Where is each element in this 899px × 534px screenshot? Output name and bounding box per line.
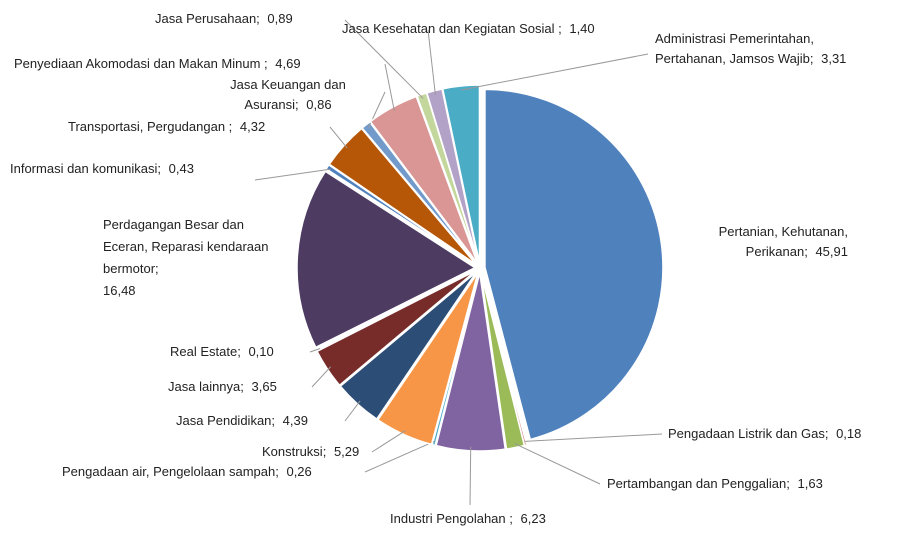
leader-line [427,29,436,95]
label-text: Jasa lainnya; [168,379,244,394]
label-text: 1,63 [797,476,823,491]
label-text: 16,48 [103,283,136,298]
leader-line [311,366,332,388]
label-text: 3,31 [821,51,847,66]
pie-slice [296,170,477,349]
pie-slice [480,272,526,450]
label-text: 6,23 [520,511,546,526]
slice-label: Jasa Kesehatan dan Kegiatan Sosial ; 1,4… [342,19,642,39]
slice-label: Pengadaan Listrik dan Gas; 0,18 [668,424,898,444]
label-text: Pertambangan dan Penggalian; [607,476,790,491]
label-text: 3,65 [251,379,277,394]
slice-label: Informasi dan komunikasi; 0,43 [10,159,250,179]
label-text: 4,39 [282,413,308,428]
label-text: Pertanian, Kehutanan, Perikanan; [718,224,848,259]
slice-label: Real Estate; 0,10 [170,342,310,362]
label-text: Konstruksi; [262,444,327,459]
leader-line [371,430,406,453]
label-text: Jasa Pendidikan; [176,413,276,428]
leader-line [384,63,395,111]
label-text: 1,40 [569,21,595,36]
label-text: 0,10 [248,344,274,359]
pie-slice [361,120,478,265]
label-text: 4,69 [275,56,301,71]
label-text: Pengadaan Listrik dan Gas; [668,426,829,441]
pie-slice [328,127,477,266]
slice-label: Perdagangan Besar dan Eceran, Reparasi k… [103,214,283,302]
slice-label: Pertanian, Kehutanan, Perikanan; 45,91 [668,222,848,262]
slice-label: Jasa lainnya; 3,65 [168,377,313,397]
leader-line [309,348,321,353]
slice-label: Industri Pengolahan ; 6,23 [390,509,590,529]
label-text: Real Estate; [170,344,241,359]
label-text: Jasa Keuangan dan Asuransi; [230,77,346,112]
pie-slice [431,272,480,447]
label-text: Informasi dan komunikasi; [10,161,162,176]
leader-line [254,168,331,181]
label-text: Perdagangan Besar dan Eceran, Reparasi k… [103,217,269,276]
slice-label: Jasa Keuangan dan Asuransi; 0,86 [218,75,358,115]
leader-line [344,400,361,422]
slice-label: Pertambangan dan Penggalian; 1,63 [607,474,887,494]
label-text: 0,86 [306,97,332,112]
label-text: Transportasi, Pergudangan ; [68,119,233,134]
leader-line [344,19,424,99]
label-text: 0,26 [286,464,312,479]
slice-label: Transportasi, Pergudangan ; 4,32 [68,117,338,137]
pie-slice [369,95,479,265]
leader-line [461,53,649,91]
leader-line [364,440,435,473]
leader-line [524,433,663,442]
label-text: 0,43 [168,161,194,176]
leader-line [329,126,348,149]
slice-label: Jasa Pendidikan; 4,39 [176,411,346,431]
label-text: Penyediaan Akomodasi dan Makan Minum ; [14,56,268,71]
pie-slice [484,88,664,441]
label-text: 0,18 [836,426,862,441]
pie-slice [441,84,481,264]
label-text: Pengadaan air, Pengelolaan sampah; [62,464,279,479]
slice-label: Pengadaan air, Pengelolaan sampah; 0,26 [62,462,372,482]
pie-slice [376,272,479,446]
slice-label: Penyediaan Akomodasi dan Makan Minum ; 4… [14,54,384,74]
slice-label: Administrasi Pemerintahan, Pertahanan, J… [655,29,885,69]
label-text: 4,32 [239,119,266,134]
leader-line [469,446,472,506]
label-text: Industri Pengolahan ; [390,511,513,526]
label-text: 45,91 [815,244,848,259]
label-text: 0,89 [267,11,293,26]
slice-label: Konstruksi; 5,29 [262,442,372,462]
leader-line [514,443,601,485]
label-text: 5,29 [333,444,360,459]
label-text: Jasa Kesehatan dan Kegiatan Sosial ; [342,21,562,36]
label-text: Administrasi Pemerintahan, Pertahanan, J… [655,31,814,66]
slice-label: Jasa Perusahaan; 0,89 [155,9,345,29]
label-text: Jasa Perusahaan; [155,11,260,26]
